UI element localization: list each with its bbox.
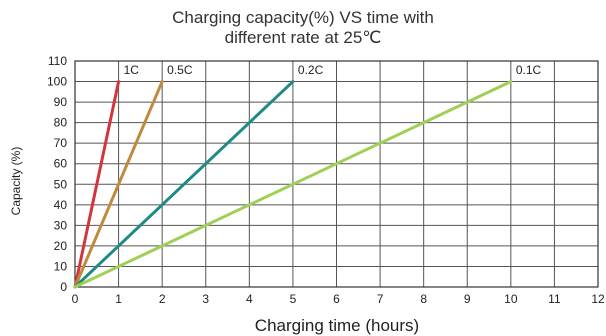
series-label-0_2C: 0.2C: [298, 63, 324, 77]
chart-title-line-1: Charging capacity(%) VS time with: [172, 8, 434, 27]
y-tick-label: 10: [54, 259, 68, 273]
series-label-0_1C: 0.1C: [516, 63, 542, 77]
x-tick-label: 10: [504, 292, 518, 306]
y-tick-label: 0: [60, 280, 67, 294]
series-line-0_1C: [73, 80, 513, 289]
y-tick-label: 40: [54, 198, 68, 212]
grid: [74, 60, 599, 288]
x-tick-label: 4: [246, 292, 253, 306]
tick-labels: 0 1 2 3 4 5 6 7 8 9 10 11 12010203040506070809010011…: [47, 54, 605, 306]
plot-border: [74, 60, 599, 288]
y-tick-label: 100: [47, 75, 67, 89]
y-axis-label: Capacity (%): [9, 147, 23, 216]
x-tick-label: 1: [115, 292, 122, 306]
x-tick-label: 8: [420, 292, 427, 306]
series-line-1C: [73, 80, 121, 289]
y-tick-label: 110: [48, 54, 67, 68]
y-tick-label: 60: [54, 157, 68, 171]
series-label-0_5C: 0.5C: [167, 63, 193, 77]
x-tick-label: 11: [548, 292, 561, 306]
series-labels: 1C 0.5C 0.2C 0.1C: [124, 63, 542, 77]
x-tick-label: 2: [159, 292, 166, 306]
x-tick-label: 3: [202, 292, 209, 306]
y-tick-label: 50: [54, 177, 68, 191]
x-tick-label: 12: [591, 292, 605, 306]
y-tick-label: 90: [54, 95, 68, 109]
x-tick-label: 6: [333, 292, 340, 306]
y-tick-label: 20: [54, 239, 68, 253]
x-tick-label: 9: [464, 292, 471, 306]
chart-title-line-2: different rate at 25℃: [224, 28, 382, 47]
chart-title: Charging capacity(%) VS time with differ…: [0, 8, 606, 48]
x-axis-label: Charging time (hours): [255, 316, 419, 335]
series-line-0_5C: [73, 80, 164, 289]
x-tick-label: 0: [72, 292, 79, 306]
y-tick-label: 80: [54, 116, 68, 130]
series-lines: [73, 80, 513, 289]
x-tick-label: 7: [377, 292, 384, 306]
x-tick-label: 5: [290, 292, 297, 306]
series-label-1C: 1C: [124, 63, 140, 77]
series-line-0_2C: [73, 80, 295, 289]
y-tick-label: 30: [54, 218, 68, 232]
y-tick-label: 70: [54, 136, 68, 150]
